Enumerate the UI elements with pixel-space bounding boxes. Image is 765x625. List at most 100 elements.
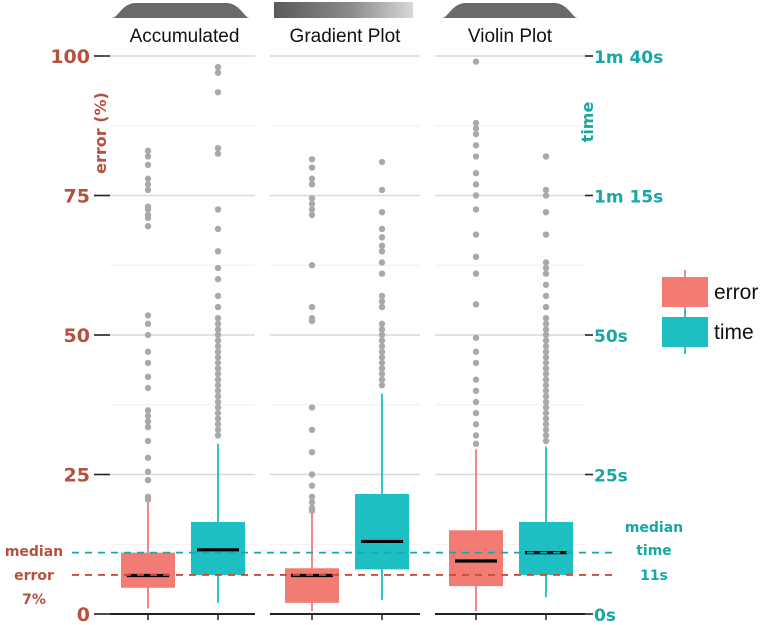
error-outlier-point [472, 387, 480, 394]
error-outlier-point [144, 147, 152, 155]
time-outlier-point [214, 276, 222, 283]
time-outlier-point [378, 370, 386, 378]
time-outlier-point [542, 432, 550, 439]
time-outlier-point [214, 248, 222, 255]
time-outlier-point [542, 376, 550, 383]
error-outlier-point [472, 359, 480, 367]
right-tick-label: 25s [594, 467, 628, 487]
error-outlier-point [308, 164, 316, 171]
time-outlier-point [378, 248, 386, 255]
time-outlier-point [214, 326, 222, 333]
right-tick-label: 1m 15s [594, 188, 663, 208]
left-axis-title: error (%) [91, 92, 110, 174]
error-outlier-point [308, 426, 316, 434]
time-outlier-point [214, 409, 222, 417]
violin-strip-shape [112, 3, 250, 18]
time-outlier-point [214, 225, 222, 233]
time-outlier-point [542, 209, 550, 216]
time-outlier-point [542, 426, 550, 434]
error-outlier-point [144, 348, 152, 355]
time-outlier-point [542, 192, 550, 199]
error-outlier-point [144, 186, 152, 194]
time-outlier-point [214, 382, 222, 389]
median-error-annotation-line: error [14, 568, 54, 584]
error-outlier-point [144, 222, 152, 230]
error-outlier-point [144, 407, 152, 414]
error-outlier-point [144, 312, 152, 319]
median-time-annotation-line: 11s [640, 568, 668, 584]
time-outlier-point [214, 264, 222, 272]
left-tick-label: 75 [64, 186, 90, 208]
error-outlier-point [472, 301, 480, 308]
error-outlier-point [308, 175, 316, 182]
error-outlier-point [472, 376, 480, 383]
error-outlier-point [472, 153, 480, 160]
legend-label-error: error [714, 281, 758, 304]
error-outlier-point [144, 476, 152, 484]
time-outlier-point [542, 421, 550, 428]
error-outlier-point [472, 253, 480, 261]
time-outlier-point [214, 206, 222, 213]
error-box [449, 530, 503, 587]
time-outlier-point [378, 354, 386, 361]
time-outlier-point [378, 225, 386, 233]
time-outlier-point [542, 404, 550, 411]
left-tick-label: 50 [64, 325, 90, 347]
error-outlier-point [472, 181, 480, 188]
error-outlier-point [144, 418, 152, 425]
time-outlier-point [378, 342, 386, 350]
error-outlier-point [144, 468, 152, 475]
error-outlier-point [472, 142, 480, 149]
time-outlier-point [542, 281, 550, 288]
error-outlier-point [308, 482, 316, 489]
error-outlier-point [308, 303, 316, 311]
time-outlier-point [214, 387, 222, 394]
time-outlier-point [378, 158, 386, 166]
time-outlier-point [378, 376, 386, 383]
time-outlier-point [542, 303, 550, 311]
error-outlier-point [308, 181, 316, 188]
time-outlier-point [542, 315, 550, 322]
time-outlier-point [542, 359, 550, 367]
error-outlier-point [308, 211, 316, 219]
error-outlier-point [308, 471, 316, 478]
time-outlier-point [214, 393, 222, 400]
error-outlier-point [144, 493, 152, 501]
violin-strip-shape [442, 3, 578, 18]
panel-title: Violin Plot [468, 26, 553, 47]
time-outlier-point [542, 342, 550, 350]
error-outlier-point [472, 440, 480, 448]
time-outlier-point [542, 387, 550, 394]
time-outlier-point [542, 320, 550, 328]
time-outlier-point [542, 370, 550, 378]
time-outlier-point [542, 415, 550, 422]
time-outlier-point [214, 426, 222, 434]
time-outlier-point [378, 234, 386, 241]
time-outlier-point [542, 409, 550, 417]
time-outlier-point [378, 348, 386, 355]
time-box [355, 494, 409, 570]
median-error-annotation-line: 7% [22, 592, 46, 608]
time-outlier-point [542, 365, 550, 372]
time-outlier-point [542, 186, 550, 194]
right-tick-label: 0s [594, 606, 616, 625]
error-outlier-point [144, 211, 152, 219]
error-outlier-point [472, 421, 480, 428]
error-outlier-point [308, 404, 316, 411]
error-outlier-point [144, 437, 152, 445]
left-tick-label: 0 [77, 604, 90, 625]
time-outlier-point [542, 292, 550, 300]
time-outlier-point [214, 342, 222, 350]
error-outlier-point [472, 409, 480, 417]
time-outlier-point [542, 382, 550, 389]
error-outlier-point [144, 412, 152, 420]
time-outlier-point [214, 348, 222, 355]
error-outlier-point [144, 181, 152, 188]
time-outlier-point [214, 89, 222, 96]
right-tick-label: 1m 40s [594, 48, 663, 68]
time-outlier-point [214, 376, 222, 383]
error-outlier-point [144, 359, 152, 367]
error-outlier-point [308, 200, 316, 208]
error-outlier-point [472, 192, 480, 199]
